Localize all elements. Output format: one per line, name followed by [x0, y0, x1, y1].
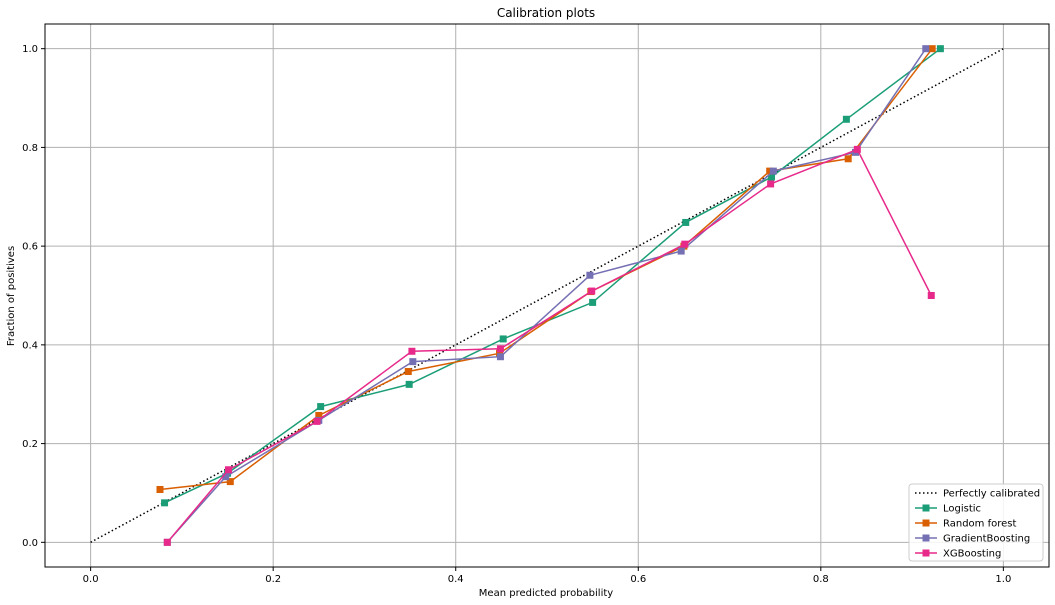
data-point-logistic: [936, 45, 944, 53]
data-point-random-forest: [315, 411, 323, 419]
legend-label-xgboosting: XGBoosting: [943, 549, 1001, 560]
legend-marker-xgboosting: [922, 549, 930, 557]
series-line-perfectly-calibrated: [90, 48, 1004, 543]
y-tick-label: 1.0: [22, 44, 38, 55]
x-axis-label: Mean predicted probability: [479, 588, 613, 599]
x-tick-label: 0.8: [813, 574, 829, 585]
data-point-logistic: [317, 403, 325, 411]
legend-label-gradientboosting: GradientBoosting: [943, 534, 1030, 545]
data-point-xgboosting: [767, 180, 775, 188]
data-point-random-forest: [226, 478, 234, 486]
legend-marker-gradientboosting: [922, 534, 930, 542]
data-point-gradientboosting: [586, 271, 594, 279]
series-line-random-forest: [159, 48, 933, 491]
data-point-xgboosting: [588, 287, 596, 295]
y-axis-label: Fraction of positives: [6, 246, 17, 346]
data-point-xgboosting: [496, 345, 504, 353]
legend: Perfectly calibrated Logistic Random fores…: [908, 483, 1044, 562]
data-point-xgboosting: [853, 145, 861, 153]
data-point-random-forest: [404, 368, 412, 376]
data-point-logistic: [405, 380, 413, 388]
series-layer: [90, 45, 1004, 546]
chart-title: Calibration plots: [497, 6, 595, 20]
data-point-xgboosting: [163, 538, 171, 546]
data-point-gradientboosting: [409, 358, 417, 366]
data-point-gradientboosting: [677, 247, 685, 255]
data-point-random-forest: [928, 45, 936, 53]
data-point-xgboosting: [313, 417, 321, 425]
series-line-xgboosting: [166, 148, 932, 543]
y-tick-label: 0.0: [22, 538, 38, 549]
y-axis-ticks: 0.0 0.2 0.4 0.6 0.8 1.0: [22, 44, 45, 549]
data-point-xgboosting: [927, 292, 935, 299]
data-point-xgboosting: [681, 240, 689, 248]
data-point-logistic: [161, 499, 169, 507]
plot-frame: [44, 23, 1050, 568]
data-point-logistic: [589, 298, 597, 306]
legend-label-random-forest: Random forest: [943, 519, 1016, 530]
x-axis-ticks: 0.0 0.2 0.4 0.6 0.8 1.0: [83, 567, 1011, 585]
data-point-random-forest: [766, 167, 774, 175]
x-tick-label: 0.6: [630, 574, 646, 585]
y-tick-label: 0.2: [22, 439, 38, 450]
data-point-logistic: [682, 218, 690, 226]
data-point-xgboosting: [408, 347, 416, 355]
data-point-gradientboosting: [922, 45, 930, 53]
y-tick-label: 0.8: [22, 143, 38, 154]
data-point-gradientboosting: [769, 167, 777, 175]
x-tick-label: 0.4: [448, 574, 464, 585]
x-tick-label: 0.2: [265, 574, 281, 585]
legend-marker-logistic: [922, 504, 930, 512]
grid: [45, 24, 1049, 567]
data-point-logistic: [499, 335, 507, 343]
y-tick-label: 0.4: [22, 340, 38, 351]
legend-label-logistic: Logistic: [943, 504, 981, 515]
data-point-xgboosting: [224, 466, 232, 474]
y-tick-label: 0.6: [22, 242, 38, 253]
data-point-random-forest: [156, 485, 164, 493]
legend-marker-random-forest: [922, 519, 930, 527]
x-tick-label: 0.0: [83, 574, 99, 585]
x-tick-label: 1.0: [995, 574, 1011, 585]
data-point-random-forest: [844, 155, 852, 163]
data-point-gradientboosting: [222, 473, 230, 481]
legend-label-perfectly-calibrated: Perfectly calibrated: [943, 489, 1040, 500]
legend-box: [908, 483, 1044, 562]
series-line-gradientboosting: [166, 48, 927, 543]
data-point-gradientboosting: [496, 353, 504, 361]
data-point-logistic: [768, 173, 776, 181]
data-point-logistic: [842, 115, 850, 123]
